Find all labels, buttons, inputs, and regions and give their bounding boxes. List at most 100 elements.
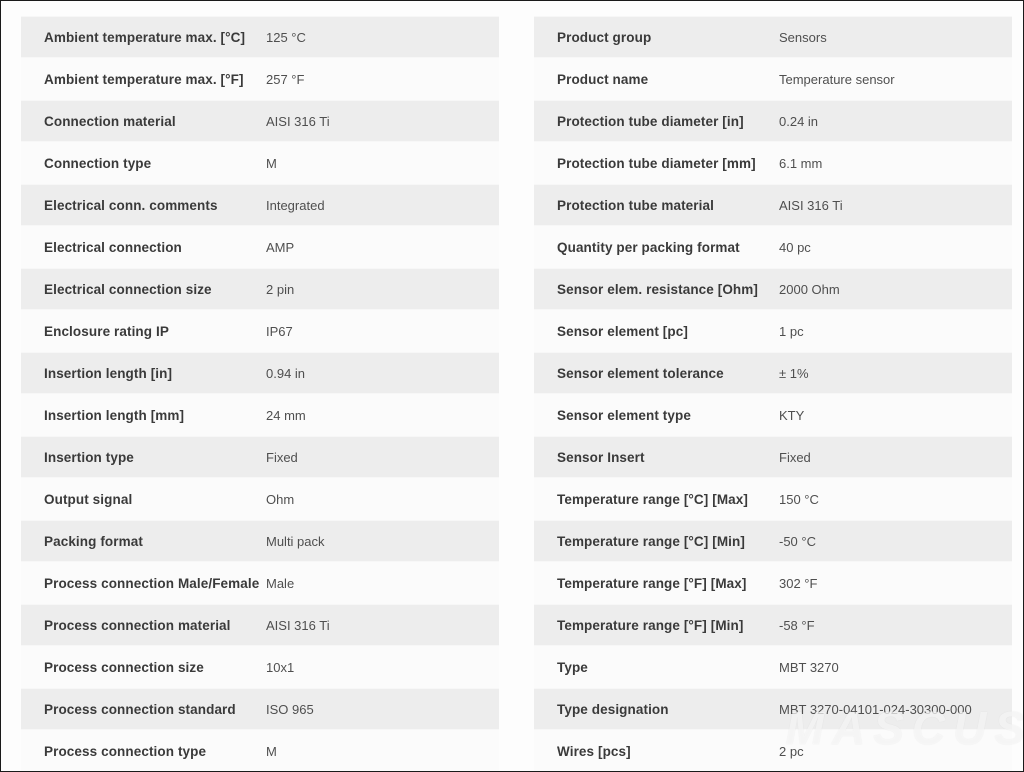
spec-row: Process connection Male/Female Male xyxy=(21,562,499,604)
spec-label: Process connection size xyxy=(44,659,204,675)
spec-value: Ohm xyxy=(266,491,295,507)
spec-row: Product group Sensors xyxy=(534,16,1012,58)
spec-row: Protection tube material AISI 316 Ti xyxy=(534,184,1012,226)
spec-value: IP67 xyxy=(266,323,293,339)
spec-value: M xyxy=(266,743,277,759)
spec-value: AISI 316 Ti xyxy=(266,617,330,633)
spec-row: Temperature range [°C] [Min] -50 °C xyxy=(534,520,1012,562)
spec-label: Insertion length [mm] xyxy=(44,407,185,423)
spec-value: M xyxy=(266,155,277,171)
spec-label: Insertion type xyxy=(44,449,134,465)
spec-row: Type designation MBT 3270-04101-024-3030… xyxy=(534,688,1012,730)
spec-value: KTY xyxy=(779,407,805,423)
spec-row: Temperature range [°F] [Min] -58 °F xyxy=(534,604,1012,646)
spec-label: Temperature range [°C] [Min] xyxy=(557,533,745,549)
spec-value: MBT 3270-04101-024-30300-000 xyxy=(779,701,972,717)
spec-row: Process connection standard ISO 965 xyxy=(21,688,499,730)
spec-label: Temperature range [°C] [Max] xyxy=(557,491,748,507)
spec-label: Temperature range [°F] [Min] xyxy=(557,617,744,633)
spec-label: Sensor element tolerance xyxy=(557,365,724,381)
spec-label: Product name xyxy=(557,71,649,87)
spec-row: Connection type M xyxy=(21,142,499,184)
spec-value: Multi pack xyxy=(266,533,325,549)
spec-value: 0.94 in xyxy=(266,365,306,381)
spec-label: Electrical connection xyxy=(44,239,182,255)
spec-value: Male xyxy=(266,575,295,591)
spec-label: Insertion length [in] xyxy=(44,365,173,381)
spec-label: Product group xyxy=(557,29,652,45)
spec-row: Process connection material AISI 316 Ti xyxy=(21,604,499,646)
spec-row: Sensor element [pc] 1 pc xyxy=(534,310,1012,352)
spec-label: Process connection type xyxy=(44,743,207,759)
spec-label: Electrical conn. comments xyxy=(44,197,218,213)
spec-row: Insertion length [mm] 24 mm xyxy=(21,394,499,436)
spec-row: Ambient temperature max. [°F] 257 °F xyxy=(21,58,499,100)
spec-row: Insertion length [in] 0.94 in xyxy=(21,352,499,394)
spec-row: Output signal Ohm xyxy=(21,478,499,520)
spec-label: Wires [pcs] xyxy=(557,743,631,759)
spec-row: Temperature range [°C] [Max] 150 °C xyxy=(534,478,1012,520)
spec-value: 6.1 mm xyxy=(779,155,823,171)
spec-value: -58 °F xyxy=(779,617,815,633)
spec-label: Protection tube material xyxy=(557,197,714,213)
spec-label: Process connection standard xyxy=(44,701,236,717)
spec-label: Ambient temperature max. [°F] xyxy=(44,71,244,87)
spec-value: 257 °F xyxy=(266,71,305,87)
spec-label: Sensor Insert xyxy=(557,449,645,465)
spec-label: Connection type xyxy=(44,155,152,171)
spec-row: Packing format Multi pack xyxy=(21,520,499,562)
spec-value: Fixed xyxy=(779,449,811,465)
spec-value: 125 °C xyxy=(266,29,306,45)
spec-label: Process connection Male/Female xyxy=(44,575,260,591)
spec-row: Wires [pcs] 2 pc xyxy=(534,730,1012,771)
spec-row: Sensor element type KTY xyxy=(534,394,1012,436)
spec-row: Insertion type Fixed xyxy=(21,436,499,478)
spec-label: Quantity per packing format xyxy=(557,239,740,255)
spec-label: Enclosure rating IP xyxy=(44,323,169,339)
spec-row: Sensor element tolerance ± 1% xyxy=(534,352,1012,394)
spec-label: Packing format xyxy=(44,533,143,549)
spec-row: Process connection size 10x1 xyxy=(21,646,499,688)
spec-row: Type MBT 3270 xyxy=(534,646,1012,688)
spec-row: Protection tube diameter [mm] 6.1 mm xyxy=(534,142,1012,184)
spec-table-left: Ambient temperature max. [°C] 125 °C Amb… xyxy=(21,16,499,771)
spec-label: Electrical connection size xyxy=(44,281,212,297)
spec-value: 302 °F xyxy=(779,575,818,591)
spec-value: Fixed xyxy=(266,449,298,465)
spec-label: Temperature range [°F] [Max] xyxy=(557,575,747,591)
spec-row: Electrical conn. comments Integrated xyxy=(21,184,499,226)
spec-row: Electrical connection AMP xyxy=(21,226,499,268)
spec-value: Sensors xyxy=(779,29,827,45)
spec-tables-container: Ambient temperature max. [°C] 125 °C Amb… xyxy=(21,16,1012,771)
spec-value: 2 pin xyxy=(266,281,295,297)
spec-value: AMP xyxy=(266,239,295,255)
spec-row: Quantity per packing format 40 pc xyxy=(534,226,1012,268)
spec-table-right: Product group Sensors Product name Tempe… xyxy=(534,16,1012,771)
spec-value: Temperature sensor xyxy=(779,71,895,87)
spec-value: ISO 965 xyxy=(266,701,314,717)
spec-value: 10x1 xyxy=(266,659,295,675)
spec-value: MBT 3270 xyxy=(779,659,839,675)
spec-label: Ambient temperature max. [°C] xyxy=(44,29,246,45)
spec-row: Connection material AISI 316 Ti xyxy=(21,100,499,142)
spec-value: 150 °C xyxy=(779,491,819,507)
spec-label: Type designation xyxy=(557,701,669,717)
spec-label: Sensor elem. resistance [Ohm] xyxy=(557,281,758,297)
spec-row: Protection tube diameter [in] 0.24 in xyxy=(534,100,1012,142)
spec-value: 1 pc xyxy=(779,323,804,339)
spec-value: 0.24 in xyxy=(779,113,819,129)
spec-value: 40 pc xyxy=(779,239,811,255)
spec-row: Electrical connection size 2 pin xyxy=(21,268,499,310)
spec-label: Connection material xyxy=(44,113,176,129)
spec-value: AISI 316 Ti xyxy=(779,197,843,213)
spec-row: Enclosure rating IP IP67 xyxy=(21,310,499,352)
spec-value: AISI 316 Ti xyxy=(266,113,330,129)
spec-row: Ambient temperature max. [°C] 125 °C xyxy=(21,16,499,58)
spec-label: Protection tube diameter [mm] xyxy=(557,155,756,171)
spec-row: Sensor Insert Fixed xyxy=(534,436,1012,478)
spec-value: 2000 Ohm xyxy=(779,281,840,297)
spec-value: ± 1% xyxy=(779,365,809,381)
spec-value: -50 °C xyxy=(779,533,816,549)
spec-label: Sensor element type xyxy=(557,407,691,423)
